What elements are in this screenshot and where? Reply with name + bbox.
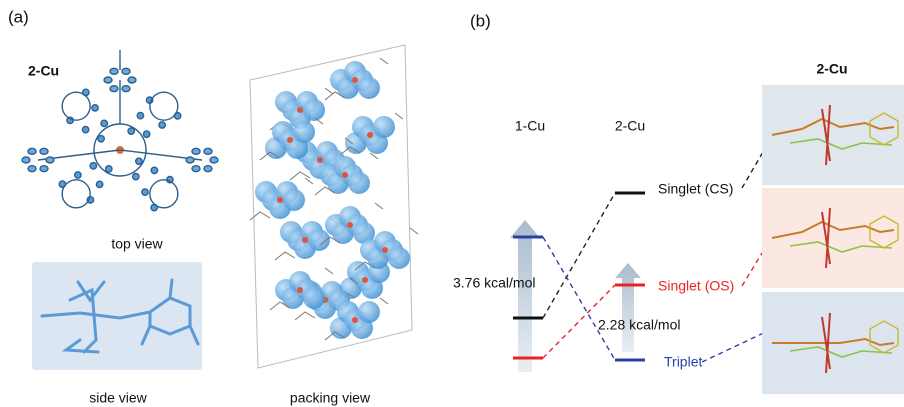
atom — [46, 157, 54, 163]
atom — [303, 99, 325, 121]
atom — [106, 166, 112, 172]
metal — [367, 132, 373, 138]
energy-gap: 3.76 kcal/mol — [453, 275, 535, 291]
atom — [82, 126, 88, 132]
atom — [151, 167, 157, 173]
atom — [283, 189, 305, 211]
figure: (a) 2-Cu top view side view packing view… — [0, 0, 904, 407]
metal — [352, 77, 358, 83]
ring — [150, 180, 178, 208]
metal — [297, 107, 303, 113]
atom — [75, 172, 81, 178]
atom — [28, 148, 36, 154]
metal — [297, 287, 303, 293]
atom — [159, 122, 165, 128]
caption: side view — [89, 390, 147, 406]
energy-arrows — [510, 220, 641, 372]
atom — [104, 77, 112, 83]
atom — [373, 116, 395, 138]
structure-label: 2-Cu — [816, 61, 847, 77]
atom — [358, 77, 380, 99]
atom — [358, 301, 380, 323]
panel-label: (a) — [8, 7, 29, 26]
atom — [40, 166, 48, 172]
metal — [277, 197, 283, 203]
state-label: Triplet — [664, 354, 702, 370]
metal — [302, 237, 308, 243]
metal — [352, 317, 358, 323]
atom — [98, 136, 104, 142]
caption: packing view — [290, 390, 371, 406]
atom — [128, 128, 134, 134]
atom — [192, 148, 200, 154]
atom — [28, 166, 36, 172]
atom — [110, 68, 118, 74]
atom — [128, 77, 136, 83]
atom — [303, 287, 325, 309]
atom — [186, 157, 194, 163]
atom — [122, 86, 130, 92]
atom — [204, 166, 212, 172]
column-label: 1-Cu — [515, 118, 545, 134]
metal — [347, 222, 353, 228]
atom — [90, 163, 96, 169]
atom — [40, 148, 48, 154]
ring — [62, 92, 90, 120]
molecule-label: 2-Cu — [28, 63, 59, 79]
caption: top view — [111, 236, 163, 252]
atom — [348, 172, 370, 194]
atom — [388, 247, 410, 269]
metal — [342, 172, 348, 178]
atom — [22, 157, 30, 163]
metal — [362, 277, 368, 283]
ring — [150, 92, 178, 120]
atom — [143, 131, 149, 137]
atom — [192, 166, 200, 172]
atom — [136, 158, 142, 164]
state-label: Singlet (OS) — [658, 278, 734, 294]
energy-gap: 2.28 kcal/mol — [598, 317, 680, 333]
ring — [62, 180, 90, 208]
atom — [110, 86, 118, 92]
atom — [293, 121, 315, 143]
atom — [101, 120, 107, 126]
metal — [382, 247, 388, 253]
column-label: 2-Cu — [615, 118, 645, 134]
atom — [96, 181, 102, 187]
panel-label: (b) — [470, 11, 491, 30]
atom — [210, 157, 218, 163]
atom — [142, 189, 148, 195]
state-label: Singlet (CS) — [658, 181, 733, 197]
atom — [204, 148, 212, 154]
atom — [92, 105, 98, 111]
packing-view-structure — [250, 45, 418, 368]
metal — [287, 137, 293, 143]
structure-panels — [762, 85, 904, 394]
atom — [122, 68, 130, 74]
metal — [317, 157, 323, 163]
atom — [133, 173, 139, 179]
atom — [137, 112, 143, 118]
